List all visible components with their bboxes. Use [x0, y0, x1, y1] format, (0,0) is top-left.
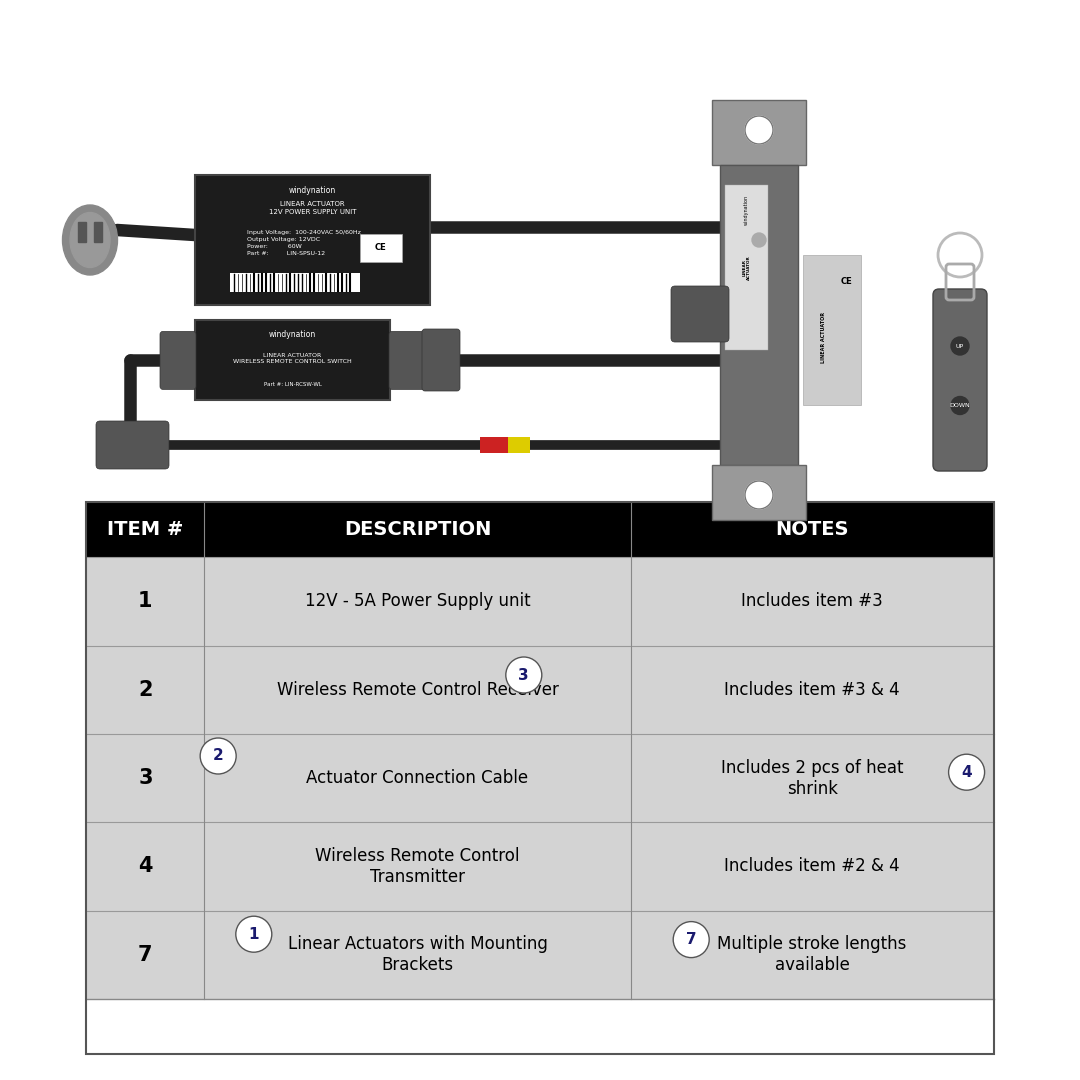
Circle shape — [505, 657, 542, 693]
Bar — [360, 233, 402, 262]
Text: DESCRIPTION: DESCRIPTION — [343, 521, 491, 539]
Bar — [86, 646, 994, 734]
Bar — [720, 165, 798, 465]
Circle shape — [235, 916, 272, 953]
Ellipse shape — [63, 205, 118, 275]
Text: CE: CE — [375, 243, 387, 253]
Bar — [712, 100, 806, 165]
Text: 7: 7 — [686, 932, 697, 947]
FancyBboxPatch shape — [389, 332, 426, 390]
Bar — [712, 465, 806, 519]
Text: DOWN: DOWN — [949, 403, 970, 408]
Text: Includes item #2 & 4: Includes item #2 & 4 — [725, 858, 900, 876]
Text: Includes item #3 & 4: Includes item #3 & 4 — [725, 680, 900, 699]
Text: windynation: windynation — [288, 186, 336, 195]
Circle shape — [752, 233, 766, 247]
Bar — [195, 175, 430, 305]
Bar — [804, 255, 861, 405]
Text: Actuator Connection Cable: Actuator Connection Cable — [307, 769, 528, 787]
FancyBboxPatch shape — [160, 332, 195, 390]
Text: Includes item #3: Includes item #3 — [741, 593, 883, 610]
Bar — [86, 502, 994, 1054]
Text: 1: 1 — [248, 927, 259, 942]
Text: Part #: LIN-RCSW-WL: Part #: LIN-RCSW-WL — [264, 381, 322, 387]
Text: 12V - 5A Power Supply unit: 12V - 5A Power Supply unit — [305, 593, 530, 610]
Text: Linear Actuators with Mounting
Brackets: Linear Actuators with Mounting Brackets — [287, 935, 548, 974]
FancyBboxPatch shape — [422, 329, 460, 391]
Bar — [86, 822, 994, 910]
Text: LINEAR
ACTUATOR: LINEAR ACTUATOR — [742, 255, 751, 280]
Text: 3: 3 — [518, 667, 529, 683]
Text: LINEAR ACTUATOR
WIRELESS REMOTE CONTROL SWITCH: LINEAR ACTUATOR WIRELESS REMOTE CONTROL … — [233, 352, 352, 364]
Bar — [480, 437, 508, 453]
Bar — [86, 502, 994, 557]
Text: Wireless Remote Control
Transmitter: Wireless Remote Control Transmitter — [315, 847, 519, 886]
FancyBboxPatch shape — [671, 286, 729, 342]
Circle shape — [745, 116, 773, 144]
Text: 7: 7 — [138, 945, 152, 964]
Text: 1: 1 — [138, 592, 152, 611]
Text: Input Voltage:  100-240VAC 50/60Hz
Output Voltage: 12VDC
Power:          60W
Par: Input Voltage: 100-240VAC 50/60Hz Output… — [246, 230, 361, 256]
Text: NOTES: NOTES — [775, 521, 849, 539]
Bar — [86, 910, 994, 999]
Text: 4: 4 — [138, 856, 152, 877]
Circle shape — [951, 337, 969, 355]
Text: 2: 2 — [213, 748, 224, 764]
Circle shape — [200, 738, 237, 774]
Text: 4: 4 — [961, 765, 972, 780]
Text: ITEM #: ITEM # — [107, 521, 184, 539]
Text: UP: UP — [956, 343, 964, 349]
Bar — [508, 437, 530, 453]
Text: Wireless Remote Control Receiver: Wireless Remote Control Receiver — [276, 680, 558, 699]
Text: LINEAR ACTUATOR: LINEAR ACTUATOR — [821, 312, 826, 363]
Bar — [86, 734, 994, 822]
Circle shape — [673, 921, 710, 958]
Circle shape — [948, 754, 985, 791]
Bar — [78, 222, 86, 242]
Bar — [94, 222, 102, 242]
Bar — [230, 272, 360, 292]
Text: LINEAR ACTUATOR
12V POWER SUPPLY UNIT: LINEAR ACTUATOR 12V POWER SUPPLY UNIT — [269, 201, 356, 215]
Bar — [86, 557, 994, 646]
Ellipse shape — [70, 213, 110, 268]
Text: windynation: windynation — [744, 194, 748, 225]
Text: 2: 2 — [138, 679, 152, 700]
Text: CE: CE — [840, 278, 852, 286]
Text: Includes 2 pcs of heat
shrink: Includes 2 pcs of heat shrink — [721, 759, 903, 797]
Circle shape — [951, 396, 969, 415]
Text: windynation: windynation — [269, 329, 316, 339]
Bar — [195, 320, 390, 400]
Text: Multiple stroke lengths
available: Multiple stroke lengths available — [717, 935, 907, 974]
FancyBboxPatch shape — [96, 421, 168, 469]
Bar — [725, 185, 768, 350]
Text: 3: 3 — [138, 768, 152, 788]
Circle shape — [745, 481, 773, 509]
FancyBboxPatch shape — [933, 289, 987, 471]
